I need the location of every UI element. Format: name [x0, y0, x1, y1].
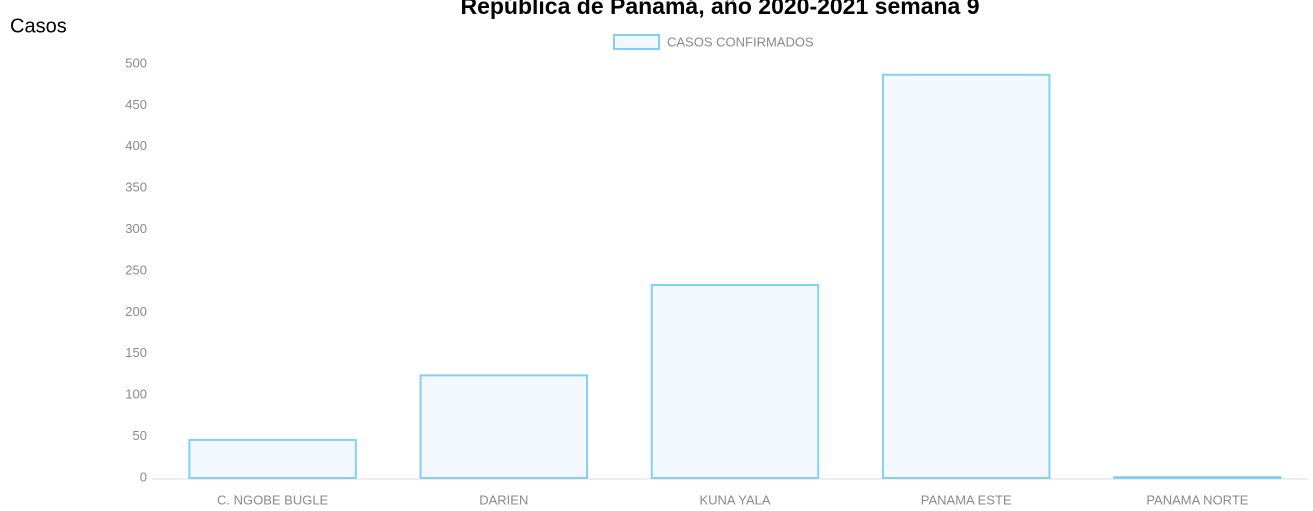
y-tick-label: 150: [125, 345, 147, 360]
x-tick-label: PANAMA NORTE: [1146, 492, 1248, 507]
y-tick-label: 250: [125, 262, 147, 277]
y-tick-label: 200: [125, 304, 147, 319]
bar: [881, 73, 1051, 479]
legend-swatch: [613, 34, 660, 50]
bar: [188, 438, 357, 479]
y-axis-label: Casos: [10, 15, 67, 37]
x-tick-label: PANAMA ESTE: [921, 492, 1012, 507]
y-tick-label: 100: [125, 387, 147, 402]
y-tick-label: 300: [125, 221, 147, 236]
x-tick-label: KUNA YALA: [699, 492, 770, 507]
y-tick-label: 350: [125, 180, 147, 195]
bar: [650, 284, 820, 479]
y-tick-label: 450: [125, 97, 147, 112]
y-tick-label: 500: [125, 55, 147, 70]
x-tick-label: C. NGOBE BUGLE: [217, 492, 329, 507]
bar: [1113, 476, 1282, 479]
y-tick-label: 50: [133, 428, 147, 443]
chart-title: República de Panamá, año 2020-2021 seman…: [460, 0, 979, 19]
y-tick-label: 0: [140, 469, 147, 484]
bar: [419, 374, 589, 479]
y-tick-label: 400: [125, 138, 147, 153]
legend-label: CASOS CONFIRMADOS: [667, 34, 814, 49]
x-tick-label: DARIEN: [479, 492, 528, 507]
